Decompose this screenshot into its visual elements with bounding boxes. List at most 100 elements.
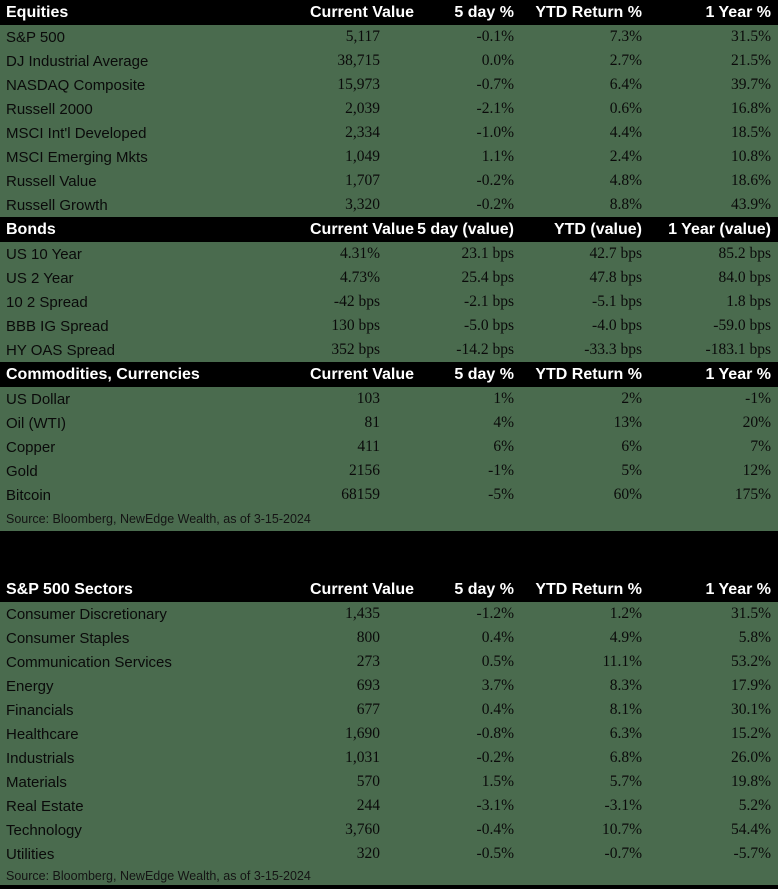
1year-cell: 21.5% [730,52,771,69]
ytd-cell: 1.2% [609,605,642,622]
1year-cell: 54.4% [730,821,771,838]
row-label: Consumer Staples [6,629,130,647]
current-value-cell: 677 [356,701,380,718]
table-row: Russell Growth 3,320 -0.2% 8.8% 43.9% [0,193,778,217]
col-header-ytd: YTD Return % [535,3,642,21]
1year-cell: -183.1 bps [705,341,771,358]
col-header-category: Commodities, Currencies [6,365,200,383]
table-row: US Dollar 103 1% 2% -1% [0,387,778,411]
row-label: BBB IG Spread [6,317,109,335]
1year-cell: 12% [742,462,771,479]
ytd-cell: 10.7% [601,821,642,838]
1year-cell: -5.7% [733,845,771,862]
row-label: Materials [6,773,67,791]
ytd-cell: 47.8 bps [589,269,642,286]
ytd-cell: -0.7% [604,845,642,862]
table-row: Real Estate 244 -3.1% -3.1% 5.2% [0,794,778,818]
ytd-cell: 60% [613,486,642,503]
col-header-ytd: YTD Return % [535,580,642,598]
row-label: DJ Industrial Average [6,52,149,70]
current-value-cell: 320 [356,845,380,862]
col-header-current-value: Current Value [310,365,415,383]
table-row: Utilities 320 -0.5% -0.7% -5.7% [0,842,778,866]
1year-cell: 43.9% [730,196,771,213]
row-label: US Dollar [6,390,71,408]
ytd-cell: 42.7 bps [589,245,642,262]
current-value-cell: 4.73% [339,269,380,286]
ytd-cell: 5% [621,462,642,479]
table-row: US 10 Year 4.31% 23.1 bps 42.7 bps 85.2 … [0,242,778,266]
current-value-cell: 2156 [349,462,380,479]
row-label: NASDAQ Composite [6,76,146,94]
col-header-category: Equities [6,3,69,21]
5day-cell: 4% [493,414,514,431]
1year-cell: 18.5% [730,124,771,141]
table-row: S&P 500 5,117 -0.1% 7.3% 31.5% [0,25,778,49]
5day-cell: -1% [488,462,514,479]
col-header-ytd: YTD Return % [535,365,642,383]
5day-cell: -1.0% [476,124,514,141]
table-row: Consumer Staples 800 0.4% 4.9% 5.8% [0,626,778,650]
table-row: MSCI Emerging Mkts 1,049 1.1% 2.4% 10.8% [0,145,778,169]
1year-cell: 53.2% [730,653,771,670]
col-header-current-value: Current Value [310,3,415,21]
row-label: Technology [6,821,82,839]
current-value-cell: 38,715 [337,52,380,69]
current-value-cell: 81 [364,414,381,431]
row-label: Real Estate [6,797,84,815]
table-equities: Equities Current Value 5 day % YTD Retur… [0,0,778,217]
row-label: Consumer Discretionary [6,605,167,623]
current-value-cell: 5,117 [345,28,380,45]
col-header-1year: 1 Year (value) [668,220,771,238]
5day-cell: -2.1% [476,100,514,117]
table-row: Oil (WTI) 81 4% 13% 20% [0,411,778,435]
col-header-1year: 1 Year % [705,580,771,598]
row-label: MSCI Int'l Developed [6,124,147,142]
commodities-header-row: Commodities, Currencies Current Value 5 … [0,362,778,387]
5day-cell: -1.2% [476,605,514,622]
table-row: BBB IG Spread 130 bps -5.0 bps -4.0 bps … [0,314,778,338]
current-value-cell: 570 [356,773,380,790]
table-row: Financials 677 0.4% 8.1% 30.1% [0,698,778,722]
table-row: NASDAQ Composite 15,973 -0.7% 6.4% 39.7% [0,73,778,97]
1year-cell: 18.6% [730,172,771,189]
5day-cell: -0.1% [476,28,514,45]
ytd-cell: 4.8% [609,172,642,189]
ytd-cell: -5.1 bps [592,293,642,310]
1year-cell: 39.7% [730,76,771,93]
current-value-cell: 693 [356,677,380,694]
5day-cell: 0.4% [481,629,514,646]
col-header-5day: 5 day % [454,365,514,383]
ytd-cell: 8.1% [609,701,642,718]
5day-cell: 0.4% [481,701,514,718]
1year-cell: -1% [745,390,771,407]
col-header-current-value: Current Value [310,220,415,238]
1year-cell: 5.2% [738,797,771,814]
table-row: Gold 2156 -1% 5% 12% [0,459,778,483]
row-label: Russell Value [6,172,97,190]
5day-cell: 0.5% [481,653,514,670]
row-label: Industrials [6,749,75,767]
table-row: Communication Services 273 0.5% 11.1% 53… [0,650,778,674]
row-label: S&P 500 [6,28,65,46]
5day-cell: -0.5% [476,845,514,862]
1year-cell: 1.8 bps [726,293,771,310]
current-value-cell: 3,760 [345,821,380,838]
ytd-cell: 0.6% [609,100,642,117]
current-value-cell: 3,320 [345,196,380,213]
table-row: 10 2 Spread -42 bps -2.1 bps -5.1 bps 1.… [0,290,778,314]
ytd-cell: 6.8% [609,749,642,766]
table-row: DJ Industrial Average 38,715 0.0% 2.7% 2… [0,49,778,73]
table-row: Materials 570 1.5% 5.7% 19.8% [0,770,778,794]
ytd-cell: 2.4% [609,148,642,165]
1year-cell: 20% [742,414,771,431]
ytd-cell: 6.4% [609,76,642,93]
table-bonds: Bonds Current Value 5 day (value) YTD (v… [0,217,778,362]
row-label: Gold [6,462,38,480]
current-value-cell: 244 [356,797,380,814]
col-header-category: S&P 500 Sectors [6,580,133,598]
current-value-cell: 1,031 [345,749,380,766]
current-value-cell: 1,690 [345,725,380,742]
table-row: MSCI Int'l Developed 2,334 -1.0% 4.4% 18… [0,121,778,145]
1year-cell: 85.2 bps [718,245,771,262]
